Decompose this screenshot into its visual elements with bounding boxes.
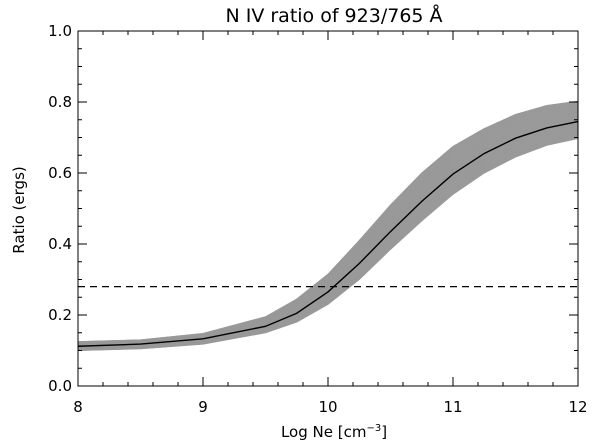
axis-ticks bbox=[77, 30, 579, 387]
ensemble-curve bbox=[77, 131, 579, 350]
ensemble-curves bbox=[77, 100, 579, 351]
ensemble-curve bbox=[77, 136, 579, 351]
chart-title: N IV ratio of 923/765 Å bbox=[225, 4, 442, 27]
ensemble-curve bbox=[77, 133, 579, 350]
x-axis-label-superscript: −3 bbox=[366, 423, 381, 434]
x-axis-label-end: ] bbox=[381, 423, 387, 441]
y-tick-label: 0.4 bbox=[48, 235, 72, 253]
y-axis-label: Ratio (ergs) bbox=[10, 166, 28, 253]
ensemble-curve bbox=[77, 133, 579, 350]
x-tick-label: 10 bbox=[318, 398, 337, 416]
x-tick-labels: 8 9 10 11 12 bbox=[73, 398, 587, 416]
ensemble-curve bbox=[77, 138, 579, 351]
mean-curve bbox=[77, 120, 579, 347]
y-tick-label: 0.0 bbox=[48, 377, 72, 395]
x-tick-label: 9 bbox=[198, 398, 208, 416]
y-tick-label: 0.8 bbox=[48, 93, 72, 111]
ensemble-curve bbox=[77, 132, 579, 350]
y-tick-label: 0.2 bbox=[48, 306, 72, 324]
x-tick-label: 12 bbox=[568, 398, 587, 416]
x-axis-label: Log Ne [cm−3] bbox=[281, 423, 387, 441]
ensemble-curve bbox=[77, 134, 579, 351]
x-axis-label-main: Log Ne [cm bbox=[281, 423, 367, 441]
mean-curve-group bbox=[77, 120, 579, 347]
plot-frame bbox=[77, 30, 579, 387]
ensemble-curve bbox=[77, 100, 579, 343]
y-tick-label: 0.6 bbox=[48, 164, 72, 182]
ensemble-curve bbox=[77, 131, 579, 350]
ensemble-curve bbox=[77, 135, 579, 351]
x-tick-label: 8 bbox=[73, 398, 83, 416]
x-tick-label: 11 bbox=[443, 398, 462, 416]
y-tick-label: 1.0 bbox=[48, 22, 72, 40]
y-tick-labels: 0.0 0.2 0.4 0.6 0.8 1.0 bbox=[48, 22, 72, 395]
ensemble-curve bbox=[77, 136, 579, 351]
ensemble-curve bbox=[77, 134, 579, 351]
ensemble-curve bbox=[77, 137, 579, 351]
